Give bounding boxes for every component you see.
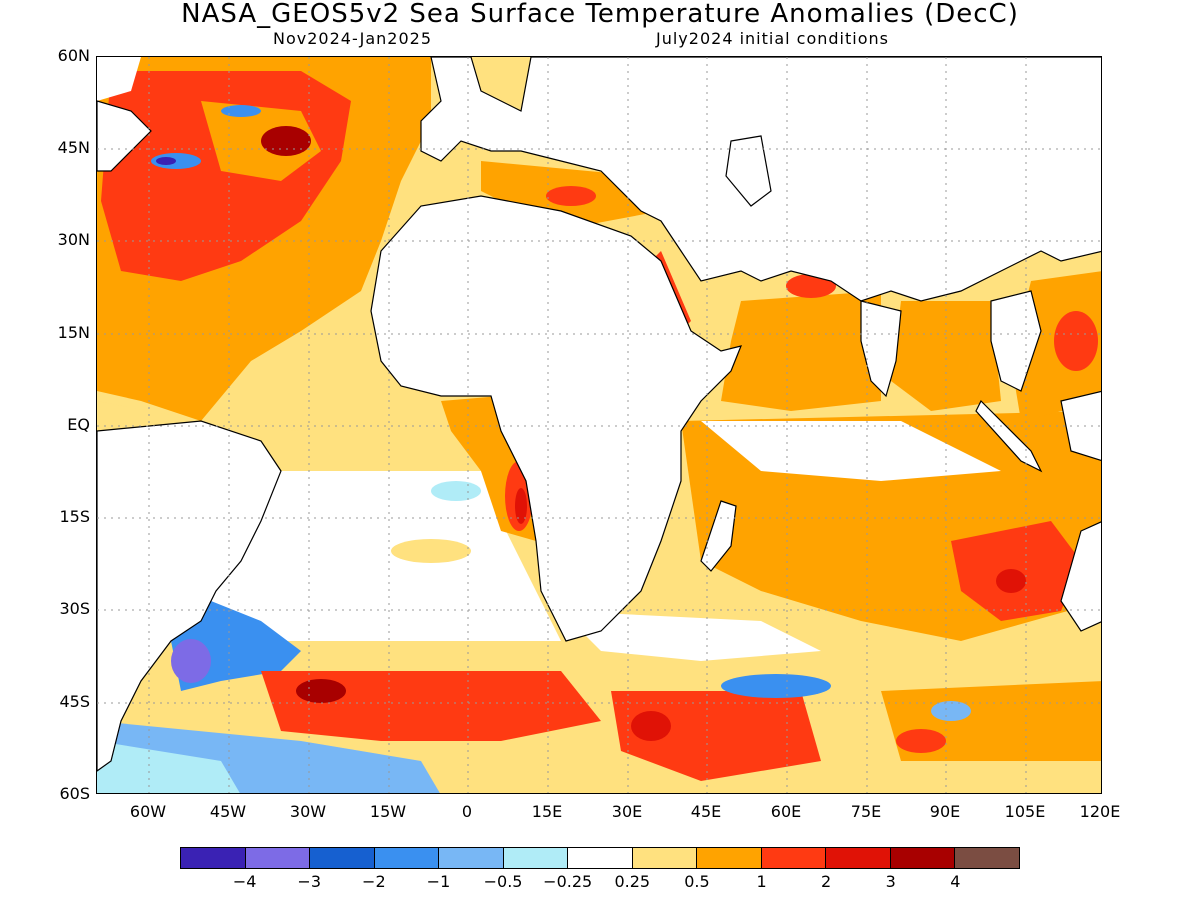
lat-label-45s: 45S [59, 692, 90, 711]
colorbar [180, 847, 1020, 869]
southwest-cool-light [97, 741, 240, 793]
colorbar-label-9: 2 [821, 872, 832, 891]
west-australia-peak [996, 569, 1026, 593]
south-indian-45s-hot [611, 691, 821, 781]
lat-label-45n: 45N [57, 138, 90, 157]
india-land [860, 300, 902, 398]
chart-title: NASA_GEOS5v2 Sea Surface Temperature Ano… [181, 0, 1019, 29]
colorbar-swatch-7 [632, 848, 698, 868]
equatorial-indian-neutral [701, 421, 1001, 481]
lon-label-60w: 60W [129, 802, 167, 821]
borneo-land [1060, 390, 1101, 462]
colorbar-swatch-0 [181, 848, 246, 868]
colorbar-swatch-8 [697, 848, 762, 868]
south-america-land [97, 420, 282, 772]
subtitle-initial-conditions: July2024 initial conditions [656, 29, 889, 48]
lon-label-30w: 30W [289, 802, 327, 821]
sst-anomaly-map [97, 57, 1101, 793]
colorbar-swatch-1 [245, 848, 311, 868]
colorbar-swatch-3 [374, 848, 440, 868]
arabian-sea-warm [721, 291, 881, 411]
colorbar-label-11: 4 [950, 872, 961, 891]
gulf-stream-cold-core [156, 157, 176, 165]
subtitle-period: Nov2024-Jan2025 [273, 29, 432, 48]
colorbar-swatch-5 [503, 848, 569, 868]
sumatra-land [975, 399, 1043, 473]
lat-label-60n: 60N [57, 46, 90, 65]
lon-label-105e: 105E [1004, 802, 1046, 821]
colorbar-label-6: 0.25 [614, 872, 651, 891]
lat-label-30s: 30S [59, 599, 90, 618]
northwest-neutral [97, 57, 141, 101]
indochina-land [990, 290, 1042, 392]
southeast-hot [896, 729, 946, 753]
colorbar-swatch-6 [568, 848, 633, 868]
south-indian-cool-band [721, 674, 831, 698]
lon-label-75e: 75E [850, 802, 882, 821]
map-panel [96, 56, 1102, 794]
south-china-sea-hot [1054, 311, 1098, 371]
australia-land [1060, 521, 1101, 632]
lat-label-60s: 60S [59, 784, 90, 803]
colorbar-label-7: 0.5 [684, 872, 710, 891]
colorbar-label-3: −1 [426, 872, 451, 891]
south-atlantic-neutral [211, 471, 561, 661]
colorbar-label-5: −0.25 [543, 872, 593, 891]
agulhas-neutral [561, 611, 821, 661]
bay-of-bengal-warm [891, 301, 1001, 411]
colorbar-swatch-4 [439, 848, 504, 868]
mediterranean-hot [546, 186, 596, 206]
colorbar-label-4: −0.5 [483, 872, 523, 891]
lon-label-45e: 45E [690, 802, 722, 821]
argentine-basin-cold [171, 639, 211, 683]
north-america-land [97, 100, 152, 172]
colorbar-label-10: 3 [885, 872, 896, 891]
land-masses [97, 57, 1101, 772]
colorbar-swatch-2 [310, 848, 375, 868]
lat-label-30n: 30N [57, 230, 90, 249]
north-atlantic-peak [261, 126, 311, 156]
tropical-atlantic-band [97, 401, 481, 471]
lon-label-90e: 90E [929, 802, 961, 821]
gulf-of-oman-hot [786, 274, 836, 298]
south-indian-45s-peak [631, 711, 671, 741]
lon-label-0: 0 [461, 802, 473, 821]
lon-label-45w: 45W [209, 802, 247, 821]
colorbar-label-1: −3 [297, 872, 322, 891]
south-atlantic-45s-hot [261, 671, 601, 741]
lat-label-15s: 15S [59, 507, 90, 526]
southeast-cool [931, 701, 971, 721]
south-atlantic-cool-patch [431, 481, 481, 501]
lat-label-eq: EQ [67, 415, 90, 434]
south-atlantic-45s-peak [296, 679, 346, 703]
lon-label-120e: 120E [1079, 802, 1121, 821]
colorbar-label-0: −4 [232, 872, 257, 891]
colorbar-swatch-12 [955, 848, 1019, 868]
lon-label-15w: 15W [369, 802, 407, 821]
colorbar-label-8: 1 [756, 872, 767, 891]
colorbar-label-2: −2 [362, 872, 386, 891]
lon-label-30e: 30E [611, 802, 643, 821]
colorbar-swatch-11 [890, 848, 956, 868]
africa-land [370, 195, 742, 642]
lat-label-15n: 15N [57, 323, 90, 342]
caspian-sea [725, 135, 772, 207]
colorbar-swatch-10 [826, 848, 891, 868]
lon-label-60e: 60E [770, 802, 802, 821]
angola-peak [515, 488, 527, 524]
lon-label-15e: 15E [531, 802, 563, 821]
colorbar-swatch-9 [761, 848, 827, 868]
labrador-cool [221, 105, 261, 117]
south-atlantic-warm-patch [391, 539, 471, 563]
